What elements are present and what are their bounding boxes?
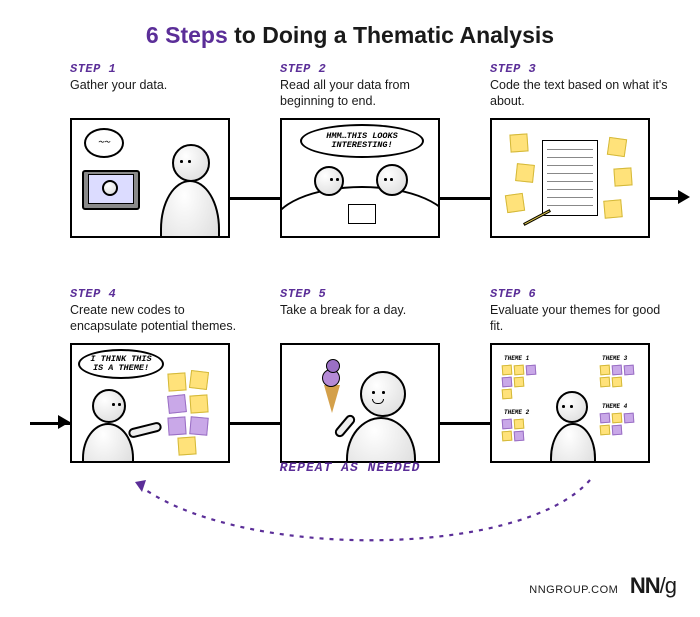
step-4-label: STEP 4 — [70, 287, 250, 301]
step-3-label: STEP 3 — [490, 62, 670, 76]
title-rest: to Doing a Thematic Analysis — [228, 22, 554, 48]
step-5-label: STEP 5 — [280, 287, 460, 301]
arrowhead-row1 — [678, 190, 690, 204]
step-1-desc: Gather your data. — [70, 78, 250, 110]
step-1-panel: ～～ — [70, 118, 230, 238]
step-2: STEP 2 Read all your data from beginning… — [280, 62, 460, 238]
repeat-label: REPEAT AS NEEDED — [0, 460, 700, 475]
step-4-speech: I THINK THIS IS A THEME! — [78, 349, 164, 379]
step-5-desc: Take a break for a day. — [280, 303, 460, 335]
step-4-panel: I THINK THIS IS A THEME! — [70, 343, 230, 463]
step-5: STEP 5 Take a break for a day. — [280, 287, 460, 463]
step-3-desc: Code the text based on what it's about. — [490, 78, 670, 110]
step-2-desc: Read all your data from beginning to end… — [280, 78, 460, 110]
step-6-label: STEP 6 — [490, 287, 670, 301]
theme-4-label: THEME 4 — [602, 403, 627, 410]
footer: NNGROUP.COM NN/g — [529, 573, 676, 599]
step-3: STEP 3 Code the text based on what it's … — [490, 62, 670, 238]
step-1: STEP 1 Gather your data. ～～ — [70, 62, 250, 238]
footer-brand: NN/g — [630, 573, 676, 598]
step-6: STEP 6 Evaluate your themes for good fit… — [490, 287, 670, 463]
step-4: STEP 4 Create new codes to encapsulate p… — [70, 287, 250, 463]
step-5-panel — [280, 343, 440, 463]
step-6-desc: Evaluate your themes for good fit. — [490, 303, 670, 335]
theme-1-label: THEME 1 — [504, 355, 529, 362]
step-3-panel — [490, 118, 650, 238]
step-2-panel: HMM…THIS LOOKS INTERESTING! — [280, 118, 440, 238]
title-accent: 6 Steps — [146, 22, 228, 48]
footer-url: NNGROUP.COM — [529, 584, 618, 596]
theme-2-label: THEME 2 — [504, 409, 529, 416]
step-4-desc: Create new codes to encapsulate potentia… — [70, 303, 250, 335]
step-1-label: STEP 1 — [70, 62, 250, 76]
arrowhead-row2 — [58, 415, 70, 429]
page-title: 6 Steps to Doing a Thematic Analysis — [0, 0, 700, 49]
step-2-speech: HMM…THIS LOOKS INTERESTING! — [300, 124, 424, 158]
step-6-panel: THEME 1 THEME 2 THEME 3 THEME 4 — [490, 343, 650, 463]
step-2-label: STEP 2 — [280, 62, 460, 76]
theme-3-label: THEME 3 — [602, 355, 627, 362]
